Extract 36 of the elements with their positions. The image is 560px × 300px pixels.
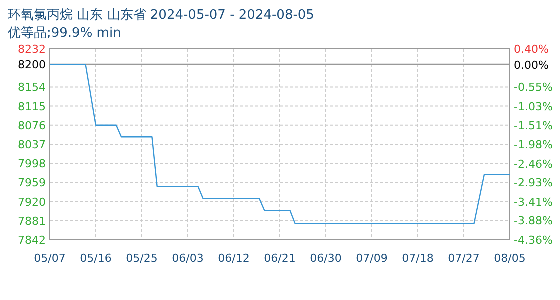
y-tick-label: 8076 xyxy=(18,119,46,132)
y-tick-label: 8200 xyxy=(18,58,46,72)
y-tick-label: 8037 xyxy=(18,138,46,152)
y2-tick-label: 0.00% xyxy=(514,59,549,72)
x-tick-label: 06/21 xyxy=(264,252,296,265)
x-tick-label: 06/03 xyxy=(172,252,204,265)
y2-tick-label: -2.46% xyxy=(514,158,553,171)
line-series xyxy=(49,64,511,224)
y2-tick-label: -0.55% xyxy=(514,81,553,94)
y-tick-label: 7842 xyxy=(18,234,46,247)
y2-tick-label: -3.88% xyxy=(514,214,553,228)
y2-tick-label: -2.93% xyxy=(514,176,553,190)
x-tick-label: 06/12 xyxy=(218,252,250,265)
y2-tick-label: -4.36% xyxy=(514,234,553,247)
y2-tick-label: 0.40% xyxy=(514,43,549,56)
y-tick-label: 7998 xyxy=(18,158,46,171)
y-tick-label: 8232 xyxy=(18,43,46,56)
y-tick-label: 8154 xyxy=(18,81,46,94)
x-tick-label: 08/05 xyxy=(494,252,526,265)
y-tick-label: 7920 xyxy=(18,196,46,209)
y2-tick-label: -1.98% xyxy=(514,138,553,152)
y2-tick-label: -3.41% xyxy=(514,196,553,209)
chart-title: 环氧氯丙烷 山东 山东省 2024-05-07 - 2024-08-05 xyxy=(8,8,314,23)
y-tick-label: 8115 xyxy=(18,100,46,114)
y2-tick-label: -1.03% xyxy=(514,100,553,114)
x-tick-label: 05/16 xyxy=(80,252,112,265)
x-tick-label: 05/07 xyxy=(34,252,66,265)
y2-tick-label: -1.51% xyxy=(514,120,553,133)
x-tick-label: 07/27 xyxy=(448,252,480,265)
x-tick-label: 05/25 xyxy=(126,252,158,265)
chart-subtitle: 优等品;99.9% min xyxy=(8,26,122,41)
x-tick-label: 06/30 xyxy=(310,252,342,265)
x-tick-label: 07/09 xyxy=(356,252,388,265)
y-tick-label: 7881 xyxy=(18,214,46,228)
x-tick-label: 07/18 xyxy=(402,252,434,265)
y-tick-label: 7959 xyxy=(18,176,46,190)
